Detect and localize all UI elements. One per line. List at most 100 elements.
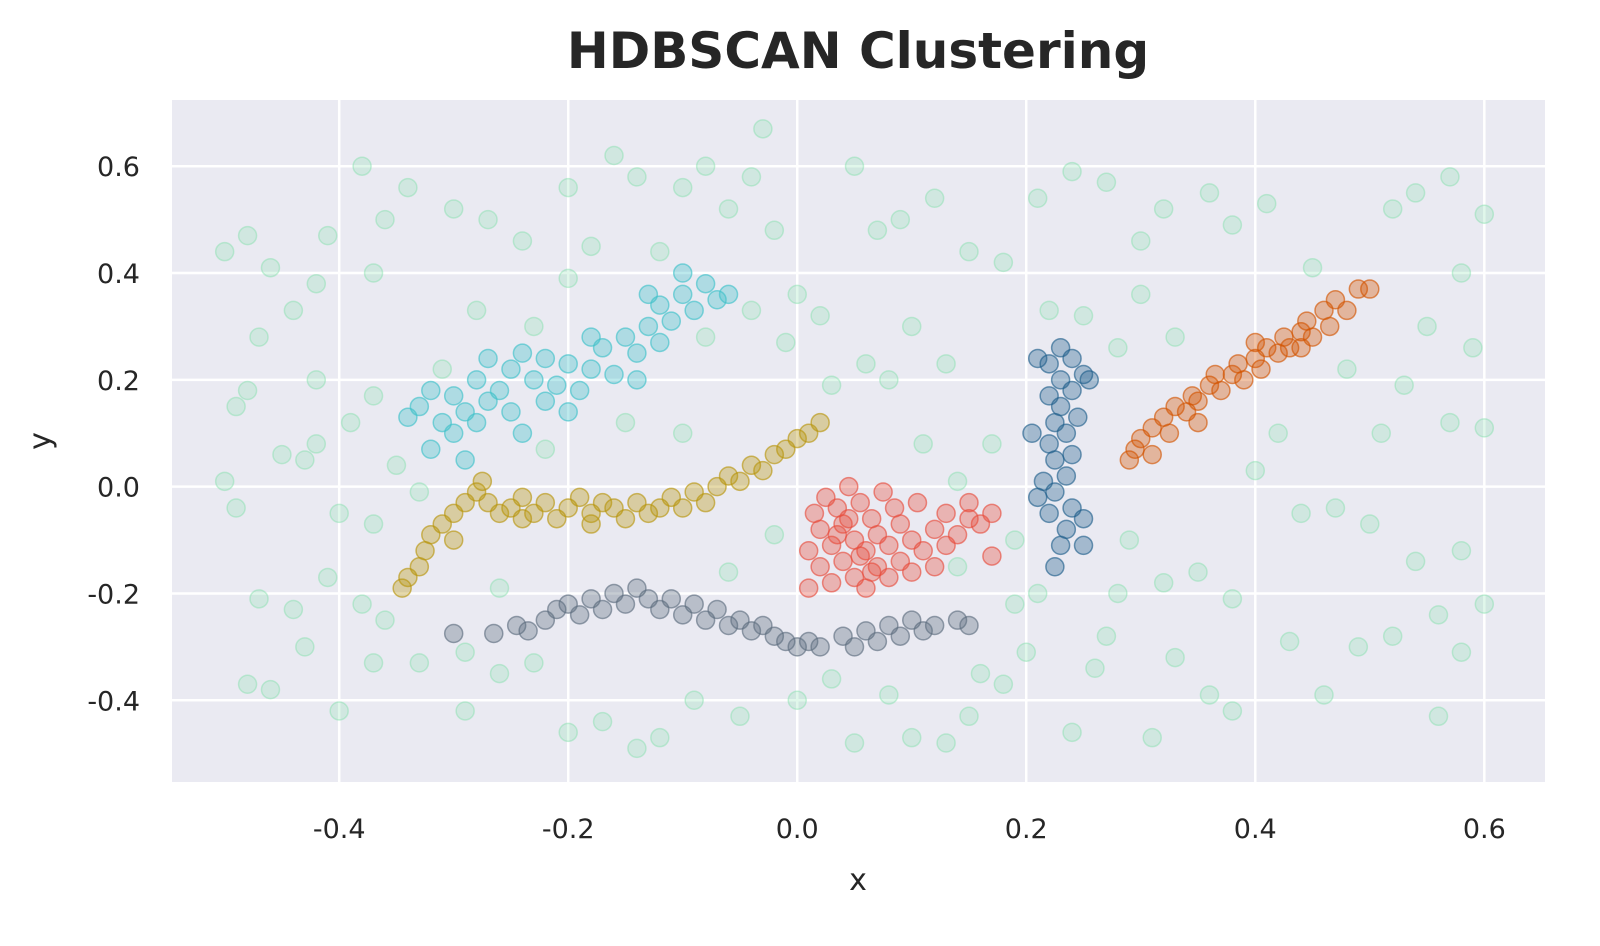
data-point — [638, 503, 659, 524]
data-point — [741, 167, 762, 187]
data-point — [890, 209, 911, 230]
data-point — [317, 567, 338, 588]
data-point — [1073, 508, 1094, 529]
data-point — [650, 727, 670, 748]
data-point — [839, 476, 859, 497]
data-point — [512, 487, 533, 508]
data-point — [741, 455, 762, 476]
data-point — [741, 300, 762, 321]
data-point — [947, 471, 968, 492]
data-point — [1182, 386, 1203, 406]
y-tick-label: -0.4 — [87, 686, 140, 717]
data-point — [604, 145, 624, 166]
data-point — [506, 615, 527, 636]
data-point — [627, 370, 647, 390]
data-point — [879, 685, 899, 705]
data-point — [237, 380, 258, 401]
data-point — [753, 119, 773, 139]
data-point — [1405, 551, 1426, 572]
data-point — [478, 209, 498, 230]
cluster-5 — [1022, 338, 1099, 577]
data-point — [650, 332, 670, 353]
data-point — [443, 530, 464, 550]
data-point — [352, 156, 372, 176]
data-point — [1291, 322, 1311, 342]
x-tick-label: 0.6 — [1463, 814, 1506, 845]
data-point — [1039, 386, 1059, 406]
data-point — [1068, 407, 1088, 427]
data-point — [718, 615, 739, 636]
data-point — [329, 503, 349, 524]
data-point — [1108, 583, 1128, 604]
data-point — [1371, 423, 1391, 444]
data-point — [850, 546, 870, 566]
data-point — [1050, 338, 1071, 358]
data-point — [558, 354, 578, 374]
data-point — [1159, 423, 1180, 444]
data-point — [1222, 589, 1243, 609]
plot-area — [172, 100, 1545, 782]
data-point — [535, 492, 556, 513]
data-point — [627, 738, 647, 759]
x-tick-label: -0.4 — [313, 814, 366, 845]
data-point — [1417, 316, 1437, 337]
data-point — [409, 653, 430, 673]
data-point — [1428, 605, 1449, 625]
data-point — [936, 503, 956, 524]
data-point — [489, 503, 510, 524]
data-point — [547, 599, 567, 620]
data-point — [1405, 183, 1426, 203]
data-point — [363, 653, 384, 673]
data-point — [1274, 327, 1294, 347]
data-point — [1337, 359, 1357, 379]
data-point — [386, 455, 407, 476]
data-point — [764, 444, 785, 465]
data-point — [1022, 423, 1042, 444]
data-point — [363, 263, 384, 283]
data-point — [512, 423, 533, 444]
data-point — [1039, 434, 1059, 454]
data-point — [1440, 412, 1460, 433]
data-point — [907, 492, 928, 513]
data-point — [1119, 530, 1140, 550]
data-point — [798, 541, 819, 561]
data-point — [879, 370, 899, 390]
data-point — [1211, 380, 1231, 401]
data-point — [856, 541, 876, 561]
data-point — [856, 354, 876, 374]
x-tick-label: 0.4 — [1234, 814, 1277, 845]
data-point — [421, 380, 441, 401]
data-point — [1474, 204, 1495, 225]
data-point — [1056, 519, 1077, 540]
data-point — [707, 599, 727, 620]
data-point — [558, 402, 578, 422]
data-point — [741, 621, 762, 641]
chart-title: HDBSCAN Clustering — [567, 22, 1149, 80]
data-point — [472, 471, 493, 492]
data-point — [776, 332, 796, 353]
data-point — [924, 557, 945, 577]
data-point — [455, 450, 475, 470]
data-point — [535, 348, 556, 369]
data-point — [352, 594, 372, 614]
data-point — [295, 637, 315, 657]
data-point — [718, 199, 739, 219]
data-point — [1153, 573, 1174, 593]
data-point — [1440, 167, 1460, 187]
data-point — [718, 284, 739, 305]
data-point — [627, 343, 647, 363]
data-point — [237, 225, 258, 246]
data-point — [718, 466, 739, 486]
data-point — [1222, 701, 1243, 721]
cluster-6 — [1119, 279, 1380, 470]
data-point — [993, 252, 1014, 273]
data-point — [1096, 172, 1117, 192]
data-point — [718, 562, 739, 582]
data-point — [873, 482, 893, 502]
data-point — [1188, 412, 1208, 433]
data-point — [913, 541, 933, 561]
data-point — [684, 690, 704, 711]
data-point — [272, 444, 292, 465]
data-point — [283, 300, 304, 321]
